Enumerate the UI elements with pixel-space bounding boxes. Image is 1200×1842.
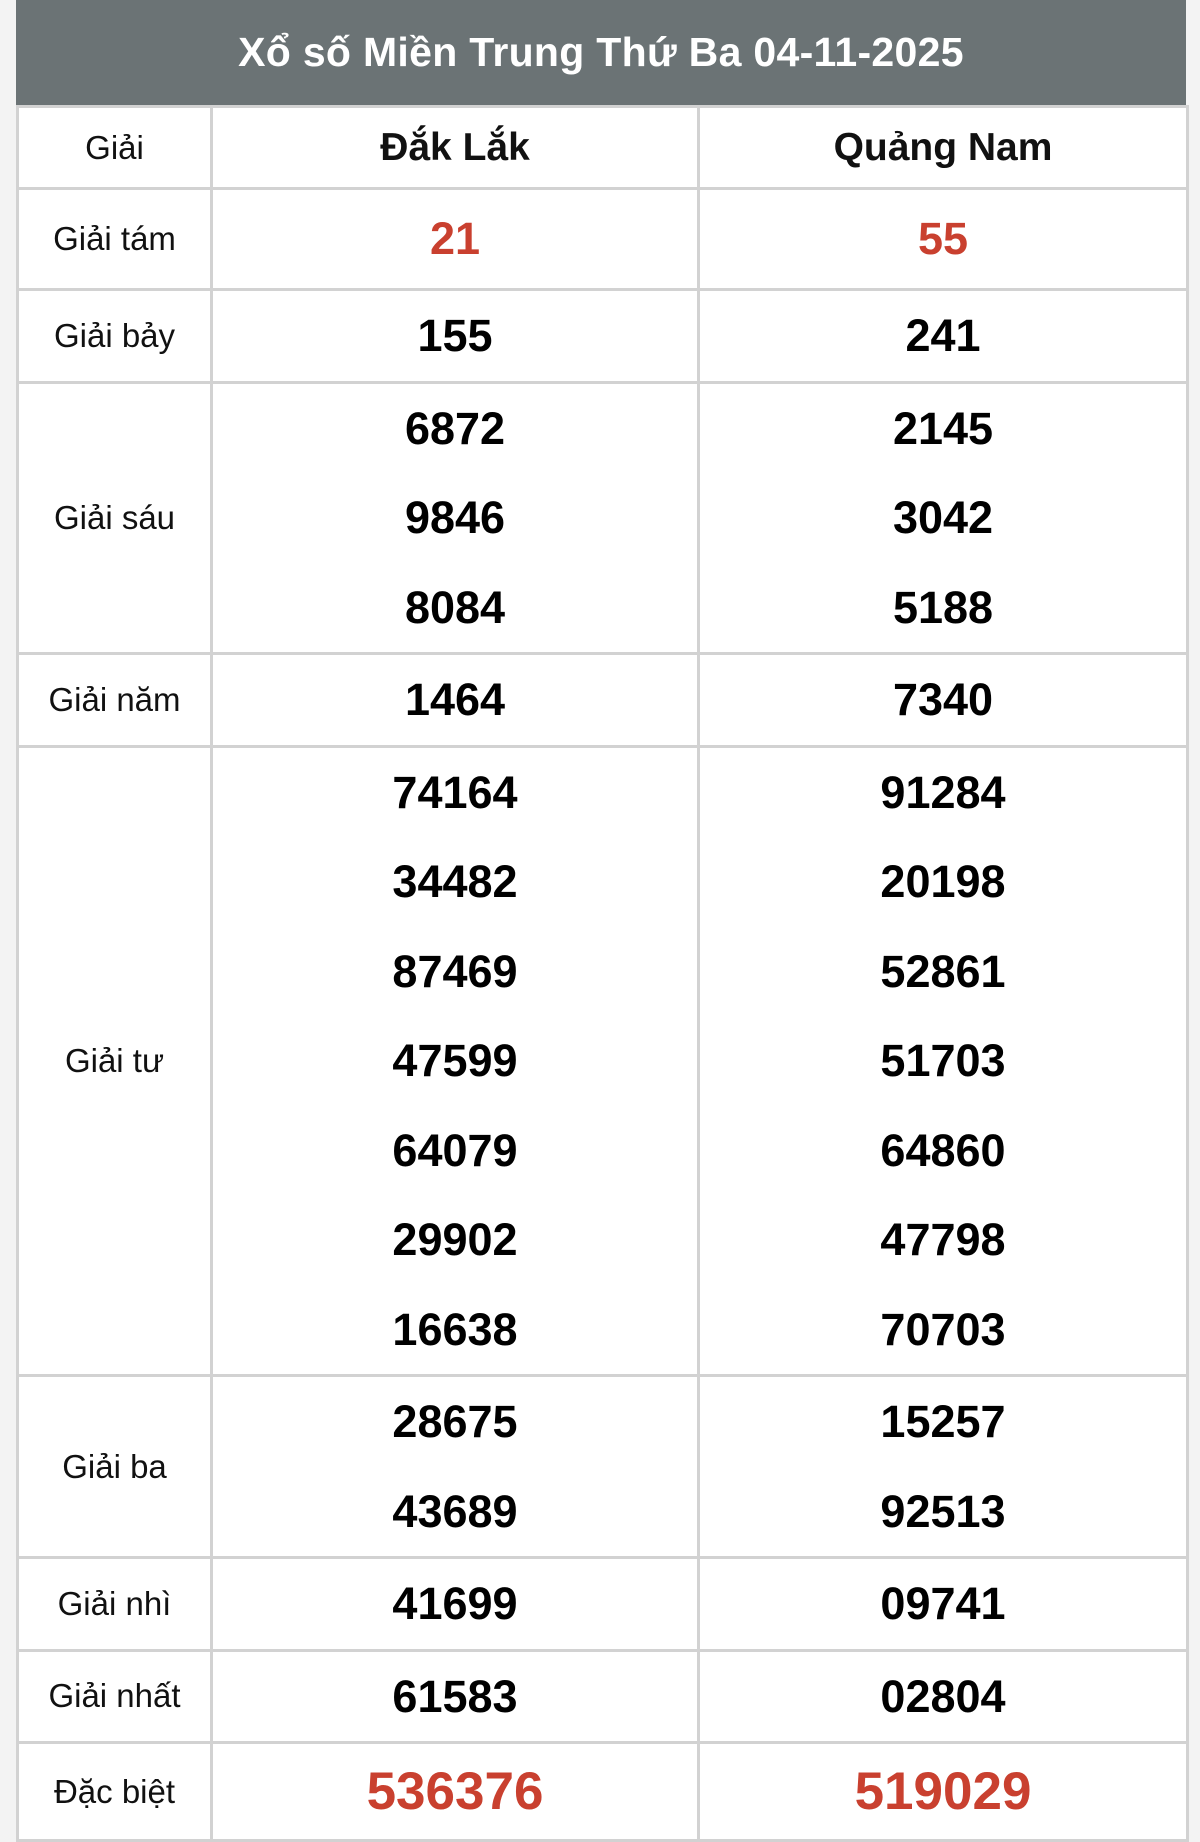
prize-cell: 536376 <box>210 1741 700 1842</box>
winning-number: 34482 <box>392 856 518 907</box>
winning-number: 87469 <box>392 945 518 997</box>
table-row: Giải nhất 61583 02804 <box>16 1648 1189 1744</box>
prize-label: Giải bảy <box>16 288 213 384</box>
winning-number: 21 <box>429 213 481 265</box>
winning-number: 1464 <box>404 674 506 725</box>
prize-cell: 519029 <box>697 1741 1189 1842</box>
results-table-container: Xổ số Miền Trung Thứ Ba 04-11-2025 Giải … <box>16 0 1189 1842</box>
winning-number: 5188 <box>892 581 994 633</box>
column-header-province: Đắk Lắk <box>210 105 700 190</box>
table-header-row: Giải Đắk Lắk Quảng Nam <box>16 105 1189 190</box>
prize-cell: 1464 <box>210 652 700 748</box>
winning-number: 74164 <box>392 766 518 818</box>
winning-number: 64860 <box>880 1124 1006 1176</box>
winning-number: 92513 <box>880 1485 1006 1537</box>
winning-number: 52861 <box>880 945 1006 997</box>
winning-number: 55 <box>917 213 969 265</box>
table-row: Đặc biệt 536376 519029 <box>16 1741 1189 1842</box>
table-row: Giải bảy 155 241 <box>16 288 1189 384</box>
winning-number: 47798 <box>880 1214 1006 1265</box>
prize-cell: 15257 92513 <box>697 1374 1189 1559</box>
winning-number: 6872 <box>404 402 506 454</box>
winning-number: 02804 <box>880 1670 1006 1722</box>
winning-number: 41699 <box>392 1578 518 1629</box>
winning-number: 28675 <box>392 1396 518 1447</box>
prize-label: Giải ba <box>16 1374 213 1559</box>
table-row: Giải ba 28675 43689 15257 92513 <box>16 1374 1189 1559</box>
prize-cell: 6872 9846 8084 <box>210 380 700 655</box>
winning-number: 16638 <box>392 1303 518 1355</box>
prize-label: Giải tư <box>16 744 213 1377</box>
prize-cell: 28675 43689 <box>210 1374 700 1559</box>
column-header-prize: Giải <box>16 105 213 190</box>
table-row: Giải tám 21 55 <box>16 187 1189 291</box>
winning-number: 519029 <box>854 1761 1032 1821</box>
table-row: Giải năm 1464 7340 <box>16 652 1189 748</box>
prize-label: Giải nhất <box>16 1648 213 1744</box>
prize-cell: 41699 <box>210 1556 700 1652</box>
prize-cell: 61583 <box>210 1648 700 1744</box>
winning-number: 61583 <box>392 1670 518 1722</box>
winning-number: 64079 <box>392 1124 518 1176</box>
winning-number: 9846 <box>404 492 506 543</box>
prize-cell: 21 <box>210 187 700 291</box>
winning-number: 2145 <box>892 402 994 454</box>
winning-number: 536376 <box>366 1761 544 1821</box>
table-row: Giải sáu 6872 9846 8084 2145 3042 5188 <box>16 380 1189 655</box>
winning-number: 91284 <box>880 766 1006 818</box>
winning-number: 7340 <box>892 674 994 725</box>
winning-number: 8084 <box>404 581 506 633</box>
prize-cell: 155 <box>210 288 700 384</box>
winning-number: 43689 <box>392 1485 518 1537</box>
winning-number: 70703 <box>880 1303 1006 1355</box>
table-row: Giải nhì 41699 09741 <box>16 1556 1189 1652</box>
page-title: Xổ số Miền Trung Thứ Ba 04-11-2025 <box>16 0 1186 105</box>
winning-number: 09741 <box>880 1578 1006 1629</box>
prize-cell: 241 <box>697 288 1189 384</box>
winning-number: 20198 <box>880 856 1006 907</box>
winning-number: 51703 <box>880 1035 1006 1086</box>
winning-number: 3042 <box>892 492 994 543</box>
prize-cell: 74164 34482 87469 47599 64079 29902 16638 <box>210 744 700 1377</box>
winning-number: 241 <box>905 310 981 361</box>
table-row: Giải tư 74164 34482 87469 47599 64079 29902 166… <box>16 744 1189 1377</box>
lottery-results-table: Giải Đắk Lắk Quảng Nam Giải tám 21 55 Giải … <box>16 105 1189 1842</box>
prize-label: Giải tám <box>16 187 213 291</box>
winning-number: 47599 <box>392 1035 518 1086</box>
prize-cell: 2145 3042 5188 <box>697 380 1189 655</box>
prize-cell: 09741 <box>697 1556 1189 1652</box>
prize-label: Đặc biệt <box>16 1741 213 1842</box>
prize-cell: 55 <box>697 187 1189 291</box>
winning-number: 15257 <box>880 1396 1006 1447</box>
winning-number: 29902 <box>392 1214 518 1265</box>
winning-number: 155 <box>417 310 493 361</box>
prize-label: Giải năm <box>16 652 213 748</box>
column-header-province: Quảng Nam <box>697 105 1189 190</box>
prize-cell: 7340 <box>697 652 1189 748</box>
prize-label: Giải sáu <box>16 380 213 655</box>
prize-cell: 02804 <box>697 1648 1189 1744</box>
prize-cell: 91284 20198 52861 51703 64860 47798 70703 <box>697 744 1189 1377</box>
prize-label: Giải nhì <box>16 1556 213 1652</box>
